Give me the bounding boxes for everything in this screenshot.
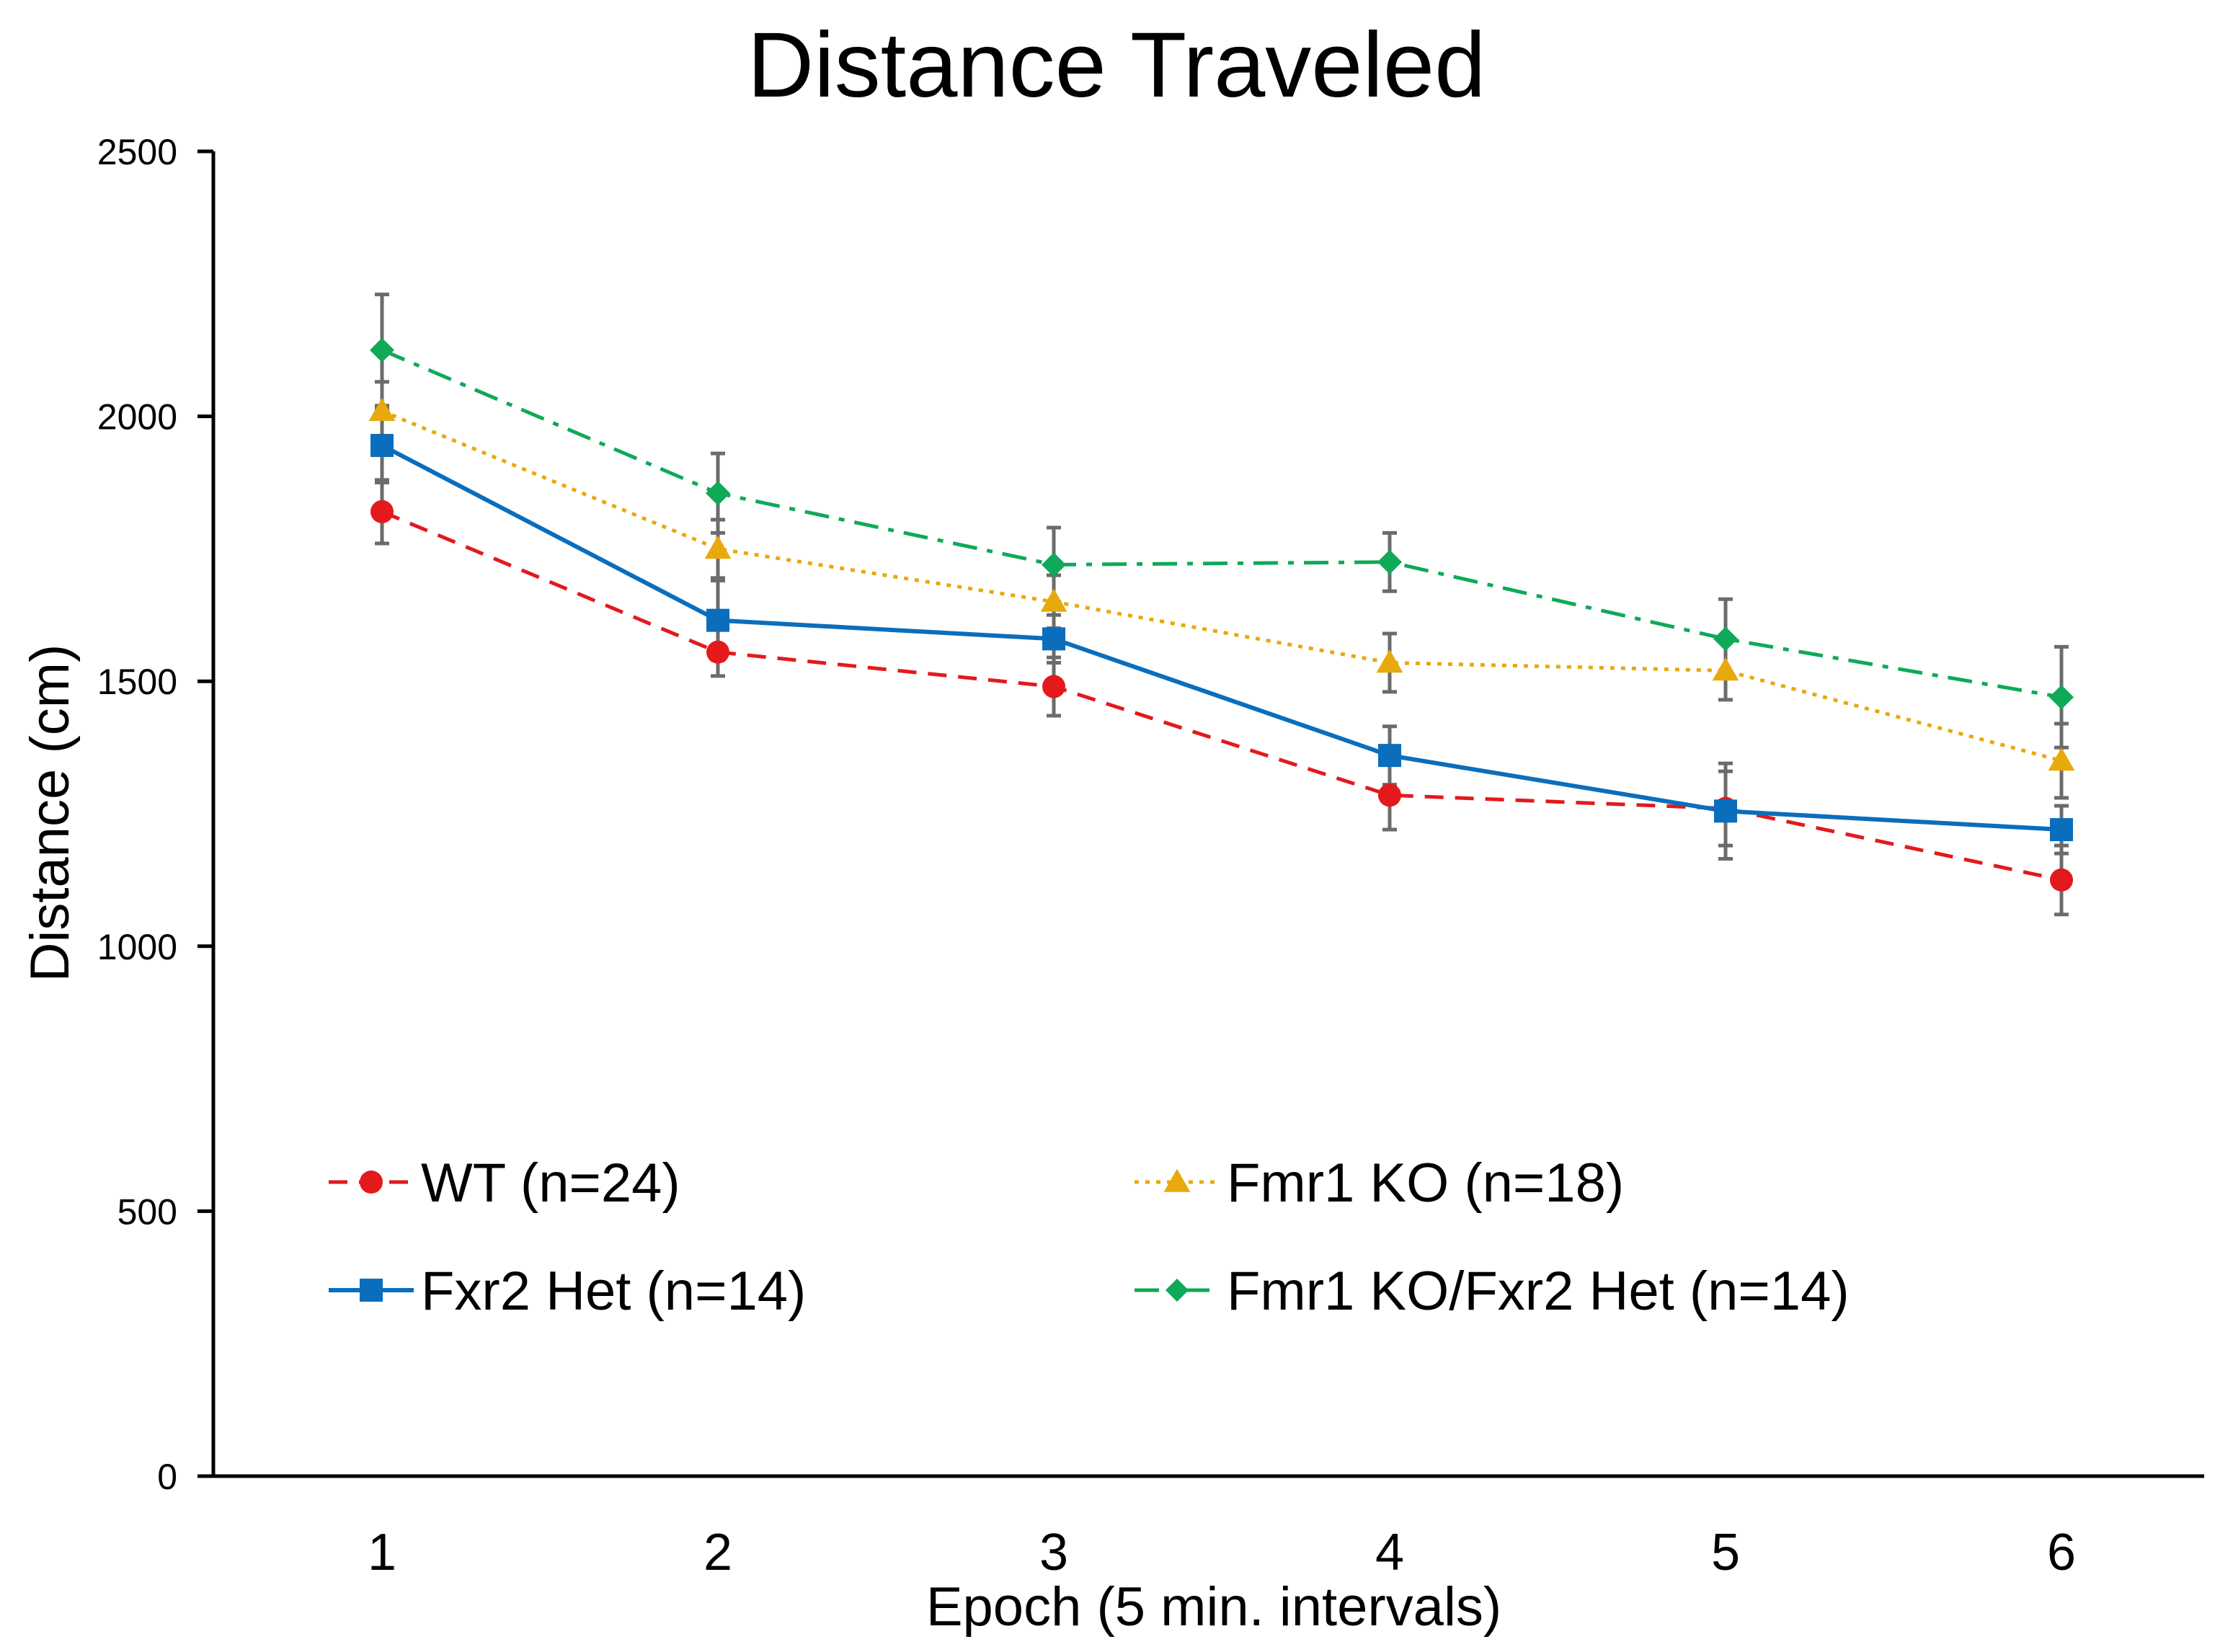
data-point [2050,818,2073,842]
y-tick-label: 1500 [97,662,177,702]
data-point [1040,588,1067,612]
data-point [2050,868,2073,892]
series-line [381,443,2062,832]
data-point [368,397,396,422]
x-tick-label: 3 [1039,1524,1068,1581]
legend-label: Fxr2 Het (n=14) [421,1261,806,1322]
data-point [1712,657,1739,681]
legend-swatch-marker [360,1171,383,1194]
data-point [370,434,394,458]
data-point [1713,626,1738,652]
legend: WT (n=24) Fmr1 KO (n=18) Fxr2 Het (n=14) Fm… [329,1153,1850,1322]
x-tick-label: 4 [1375,1524,1404,1581]
legend-label: WT (n=24) [421,1153,680,1214]
legend-label: Fmr1 KO/Fxr2 Het (n=14) [1227,1261,1850,1322]
y-tick-label: 500 [117,1191,177,1232]
data-point [1042,552,1066,577]
data-point [706,608,729,632]
data-point [1714,799,1737,823]
legend-swatch-marker [1166,1279,1189,1302]
y-tick-label: 0 [157,1457,177,1497]
data-point [706,640,729,664]
legend-swatch-marker [1163,1168,1191,1192]
y-tick-label: 1000 [97,927,177,967]
data-point [1377,549,1402,574]
y-tick-label: 2500 [97,132,177,172]
y-axis-title: Distance (cm) [19,644,81,982]
data-point [2048,747,2075,771]
series-line [381,409,2062,763]
x-tick-label: 5 [1711,1524,1740,1581]
legend-label: Fmr1 KO (n=18) [1227,1153,1624,1214]
data-point [1042,675,1065,698]
legend-swatch-marker [360,1279,383,1302]
x-tick-label: 1 [368,1524,396,1581]
data-point [370,499,394,523]
data-point [1042,627,1065,651]
data-point [706,481,730,506]
data-point [1376,649,1403,673]
x-tick-label: 2 [703,1524,732,1581]
x-tick-label: 6 [2047,1524,2076,1581]
y-tick-label: 2000 [97,397,177,438]
series-line [381,348,2062,699]
data-point [704,536,732,559]
x-axis-title: Epoch (5 min. intervals) [926,1576,1501,1638]
data-point [2049,685,2074,710]
data-point [1378,744,1401,768]
data-point [370,337,394,363]
y-ticks: 0 500 1000 1500 2000 2500 [97,132,213,1497]
data-point [1378,783,1401,807]
plot-area [368,293,2075,917]
chart-title: Distance Traveled [747,14,1486,117]
x-ticks: 1 2 3 4 5 6 [368,1524,2076,1581]
series-line [381,510,2062,882]
